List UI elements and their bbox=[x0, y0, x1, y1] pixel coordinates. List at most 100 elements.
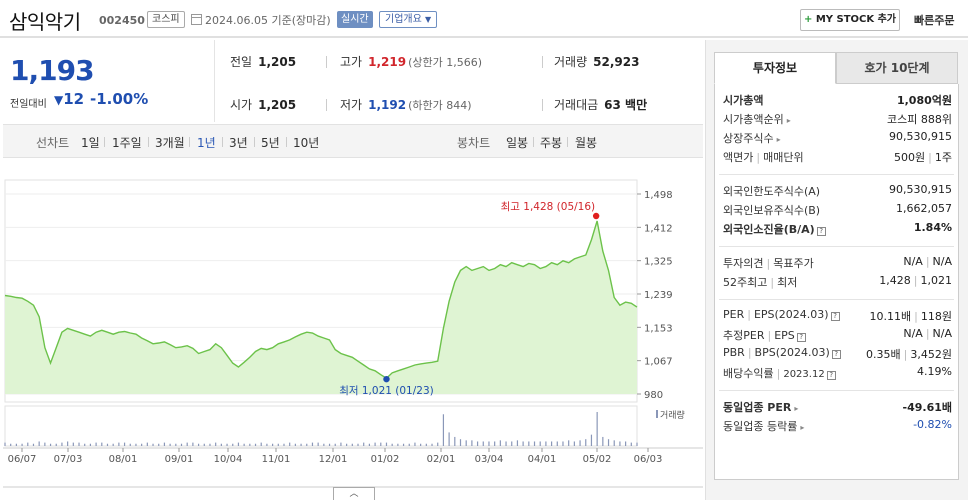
change-percent: -1.00% bbox=[90, 90, 149, 108]
price-chart[interactable]: 1,498 1,412 1,325 1,239 1,153 1,067 980 최고 1,42… bbox=[3, 158, 703, 500]
volume-bar bbox=[459, 439, 462, 446]
y-tick-label: 980 bbox=[644, 390, 663, 401]
volume-bar bbox=[61, 442, 63, 446]
x-tick-label: 08/01 bbox=[109, 454, 138, 465]
candle-monthly[interactable]: 월봉 bbox=[575, 136, 598, 150]
period-1y[interactable]: 1년 bbox=[197, 136, 216, 150]
trade-amount: 거래대금 63 백만 bbox=[554, 98, 648, 112]
volume-bar bbox=[573, 441, 575, 446]
add-my-stock-label: MY STOCK 추가 bbox=[815, 14, 897, 25]
volume-legend-swatch bbox=[656, 410, 658, 418]
volume-bar bbox=[471, 440, 473, 446]
volume-bar bbox=[482, 441, 484, 446]
quick-order-button[interactable]: 빠른주문 bbox=[914, 14, 955, 27]
volume-bar bbox=[528, 441, 530, 446]
period-10y[interactable]: 10년 bbox=[293, 136, 320, 150]
stock-header: 삼익악기 002450 코스피 2024.06.05 기준(장마감) 실시간 기… bbox=[0, 0, 968, 38]
cap-rank-row: 시가총액순위 ▸ 코스피 888위 bbox=[723, 113, 952, 126]
foreign-ratio-row: 외국인소진율(B/A)? 1.84% bbox=[723, 221, 952, 236]
period-1d[interactable]: 1일 bbox=[81, 136, 100, 150]
volume-bar bbox=[4, 442, 6, 446]
tab-investment-info[interactable]: 투자정보 bbox=[714, 52, 836, 84]
volume-bar bbox=[334, 443, 336, 446]
volume-bar bbox=[15, 443, 17, 446]
line-chart-label: 선차트 bbox=[36, 136, 70, 150]
volume-bar bbox=[346, 443, 348, 446]
volume-bar bbox=[89, 443, 92, 446]
volume-bar bbox=[152, 443, 154, 446]
plus-icon: + bbox=[803, 14, 813, 25]
volume-bar bbox=[465, 440, 467, 446]
volume-bar bbox=[226, 443, 228, 446]
x-tick-label: 07/03 bbox=[54, 454, 83, 465]
base-date: 2024.06.05 기준(장마감) bbox=[191, 12, 331, 28]
volume-bar bbox=[49, 443, 52, 446]
period-1w[interactable]: 1주일 bbox=[112, 136, 142, 150]
company-overview-label: 기업개요 bbox=[385, 14, 422, 25]
volume-bar bbox=[67, 441, 69, 446]
volume-bar bbox=[374, 442, 376, 446]
volume-bar bbox=[363, 442, 365, 446]
volume-bar bbox=[243, 443, 245, 446]
period-3y[interactable]: 3년 bbox=[229, 136, 248, 150]
volume-bar bbox=[494, 441, 496, 446]
help-icon[interactable]: ? bbox=[796, 333, 806, 342]
opinion-row: 투자의견 | 목표주가 N/A | N/A bbox=[723, 255, 952, 270]
y-tick-label: 1,153 bbox=[644, 323, 673, 334]
week52-row: 52주최고 | 최저 1,428 | 1,021 bbox=[723, 274, 952, 289]
volume-bar bbox=[516, 440, 519, 446]
volume-bar bbox=[300, 443, 302, 446]
company-name: 삼익악기 bbox=[9, 10, 81, 34]
x-tick-label: 06/07 bbox=[8, 454, 37, 465]
period-3m[interactable]: 3개월 bbox=[155, 136, 185, 150]
realtime-button[interactable]: 실시간 bbox=[337, 11, 373, 28]
volume-bar bbox=[619, 441, 621, 446]
volume-bar bbox=[340, 442, 342, 446]
add-my-stock-button[interactable]: + MY STOCK 추가 bbox=[800, 9, 900, 31]
chart-toolbar: 선차트 1일 1주일 3개월 1년 3년 5년 10년 봉차트 일봉 주봉 월봉 bbox=[3, 124, 703, 158]
caret-right-icon[interactable]: ▸ bbox=[776, 135, 781, 144]
volume-bar bbox=[106, 443, 109, 446]
volume-bar bbox=[215, 442, 217, 446]
prev-close: 전일 1,205 bbox=[230, 55, 297, 69]
volume-bar bbox=[585, 439, 587, 446]
low-annotation: 최저 1,021 (01/23) bbox=[339, 385, 434, 397]
foreign-limit-row: 외국인한도주식수(A) 90,530,915 bbox=[723, 183, 952, 198]
help-icon[interactable]: ? bbox=[826, 371, 836, 380]
expand-chart-button[interactable]: ︿ bbox=[333, 487, 375, 500]
high-annotation: 최고 1,428 (05/16) bbox=[501, 201, 596, 213]
candle-weekly[interactable]: 주봉 bbox=[540, 136, 563, 150]
x-tick-label: 06/03 bbox=[634, 454, 663, 465]
candle-daily[interactable]: 일봉 bbox=[506, 136, 529, 150]
volume-bar bbox=[602, 436, 604, 446]
help-icon[interactable]: ? bbox=[830, 312, 840, 321]
market-badge: 코스피 bbox=[147, 11, 185, 28]
help-icon[interactable]: ? bbox=[831, 350, 841, 359]
period-5y[interactable]: 5년 bbox=[261, 136, 280, 150]
volume-bar bbox=[141, 443, 143, 446]
help-icon[interactable]: ? bbox=[816, 227, 826, 236]
caret-right-icon[interactable]: ▸ bbox=[794, 404, 799, 413]
volume-bar bbox=[636, 442, 638, 446]
volume-bar bbox=[249, 443, 251, 446]
tab-order-book[interactable]: 호가 10단계 bbox=[836, 52, 958, 84]
dividend-row: 배당수익률 | 2023.12? 4.19% bbox=[723, 365, 952, 380]
chart-frame bbox=[4, 179, 638, 403]
volume-bar bbox=[391, 443, 393, 446]
volume-bar bbox=[533, 441, 536, 446]
volume-bar bbox=[613, 440, 615, 446]
price-area bbox=[5, 221, 637, 394]
volume-bar bbox=[476, 441, 479, 446]
volume-bar bbox=[420, 443, 422, 446]
open-price: 시가 1,205 bbox=[230, 98, 297, 112]
x-tick-label: 09/01 bbox=[165, 454, 194, 465]
volume-bar bbox=[44, 442, 46, 446]
current-price-box: 1,193 전일대비 ▼12 -1.00% bbox=[0, 40, 215, 122]
caret-right-icon[interactable]: ▸ bbox=[800, 423, 805, 432]
caret-right-icon[interactable]: ▸ bbox=[786, 116, 791, 125]
volume-bar bbox=[408, 443, 410, 446]
volume-bar bbox=[505, 441, 507, 446]
volume-bar bbox=[277, 443, 279, 446]
change-label: 전일대비 bbox=[10, 99, 47, 110]
company-overview-dropdown[interactable]: 기업개요 ▼ bbox=[379, 11, 438, 28]
